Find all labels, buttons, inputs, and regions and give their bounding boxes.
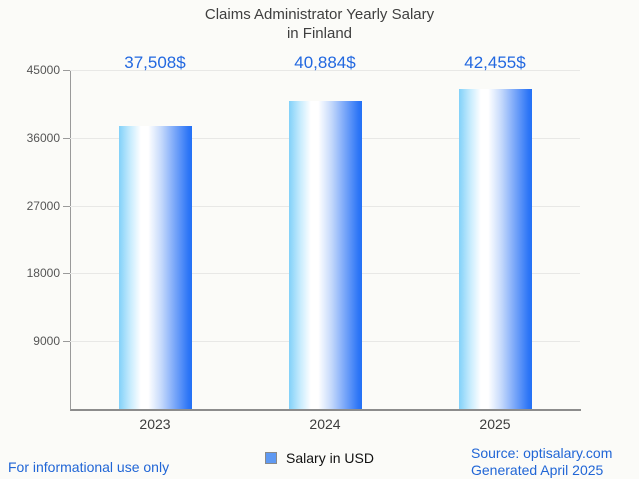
bar-2025	[458, 89, 532, 409]
x-axis-label: 2025	[479, 416, 511, 432]
y-axis-tick	[63, 273, 70, 275]
bar-2023	[118, 126, 192, 409]
x-axis-label: 2023	[139, 416, 171, 432]
source-block: Source: optisalary.com Generated April 2…	[471, 445, 612, 479]
bar-value-label: 40,884$	[294, 53, 356, 72]
disclaimer-text: For informational use only	[8, 459, 170, 475]
y-axis-tick-label: 27000	[26, 198, 60, 213]
y-axis-tick	[63, 70, 70, 71]
y-axis-tick-label: 36000	[26, 130, 60, 145]
y-axis-tick-label: 45000	[26, 63, 60, 77]
chart-title-line1: Claims Administrator Yearly Salary	[204, 6, 435, 23]
bar-value-label: 42,455$	[464, 53, 526, 72]
chart-title: Claims Administrator Yearly Salary in Fi…	[0, 5, 639, 43]
source-text: Source: optisalary.com	[471, 445, 613, 461]
chart-legend: Salary in USD	[0, 450, 639, 466]
bar-value-label: 37,508$	[124, 53, 186, 72]
y-axis-tick	[63, 137, 70, 139]
plot-area	[70, 70, 581, 411]
legend-swatch-icon	[265, 452, 278, 464]
x-axis-label: 2024	[309, 416, 341, 432]
bar-2024	[288, 101, 362, 409]
y-axis-tick	[63, 341, 70, 343]
gridline	[70, 70, 580, 71]
y-axis-tick-label: 18000	[26, 266, 60, 281]
chart-title-line2: in Finland	[286, 25, 353, 42]
y-axis-tick-label: 9000	[33, 334, 60, 349]
legend-label: Salary in USD	[286, 450, 374, 466]
y-axis-tick	[63, 205, 70, 207]
generated-date-text: Generated April 2025	[471, 462, 604, 478]
